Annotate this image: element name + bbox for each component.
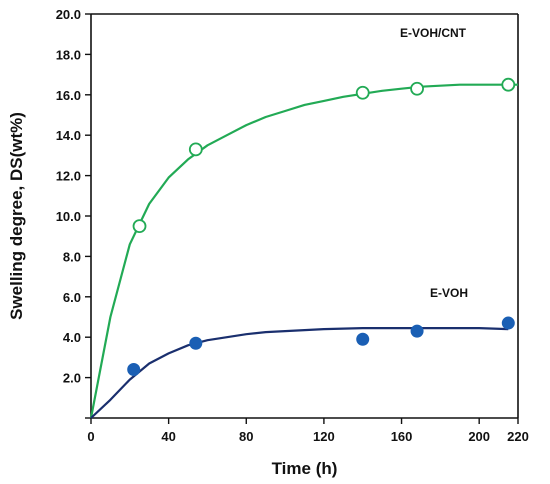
series-1-fit-curve xyxy=(90,327,509,419)
series-0-fit-curve xyxy=(89,83,518,419)
x-tick-label: 40 xyxy=(161,429,175,444)
series-0-point xyxy=(188,142,203,157)
x-tick-label: 0 xyxy=(87,429,94,444)
x-tick-label: 200 xyxy=(468,429,490,444)
x-axis-title: Time (h) xyxy=(272,459,338,478)
series-0-point xyxy=(410,81,424,96)
series-1-point xyxy=(410,324,424,338)
y-tick-label: 6.0 xyxy=(63,290,81,305)
x-ticks: 0 40 80 120 160 200 220 xyxy=(87,418,529,444)
y-tick-label: 12.0 xyxy=(56,169,81,184)
fit-curves xyxy=(89,83,518,419)
series-0-point xyxy=(501,77,516,92)
y-ticks: 2.0 4.0 6.0 8.0 10.0 12.0 14.0 16.0 18.0 20.0 xyxy=(56,7,91,419)
y-tick-label: 4.0 xyxy=(63,330,81,345)
y-tick-label: 2.0 xyxy=(63,371,81,386)
y-axis-title: Swelling degree, DS(wt%) xyxy=(7,112,26,320)
data-points xyxy=(127,77,516,377)
y-tick-label: 20.0 xyxy=(56,7,81,22)
series-1-point xyxy=(189,336,203,350)
series-0-label: E-VOH/CNT xyxy=(400,26,467,40)
y-tick-label: 10.0 xyxy=(56,209,81,224)
axes xyxy=(90,13,519,419)
y-tick-label: 14.0 xyxy=(56,128,81,143)
y-tick-label: 8.0 xyxy=(63,249,81,264)
series-1-point xyxy=(501,316,515,330)
x-tick-label: 220 xyxy=(507,429,529,444)
series-1-point xyxy=(356,332,370,346)
series-0-point xyxy=(132,219,147,234)
x-tick-label: 160 xyxy=(391,429,413,444)
series-labels: E-VOH/CNT E-VOH xyxy=(400,26,468,300)
x-tick-label: 120 xyxy=(313,429,335,444)
x-tick-label: 80 xyxy=(239,429,253,444)
y-tick-label: 16.0 xyxy=(56,88,81,103)
y-tick-label: 18.0 xyxy=(56,47,81,62)
series-1-label: E-VOH xyxy=(430,286,468,300)
series-0-point xyxy=(355,85,370,100)
series-1-point xyxy=(127,363,141,377)
